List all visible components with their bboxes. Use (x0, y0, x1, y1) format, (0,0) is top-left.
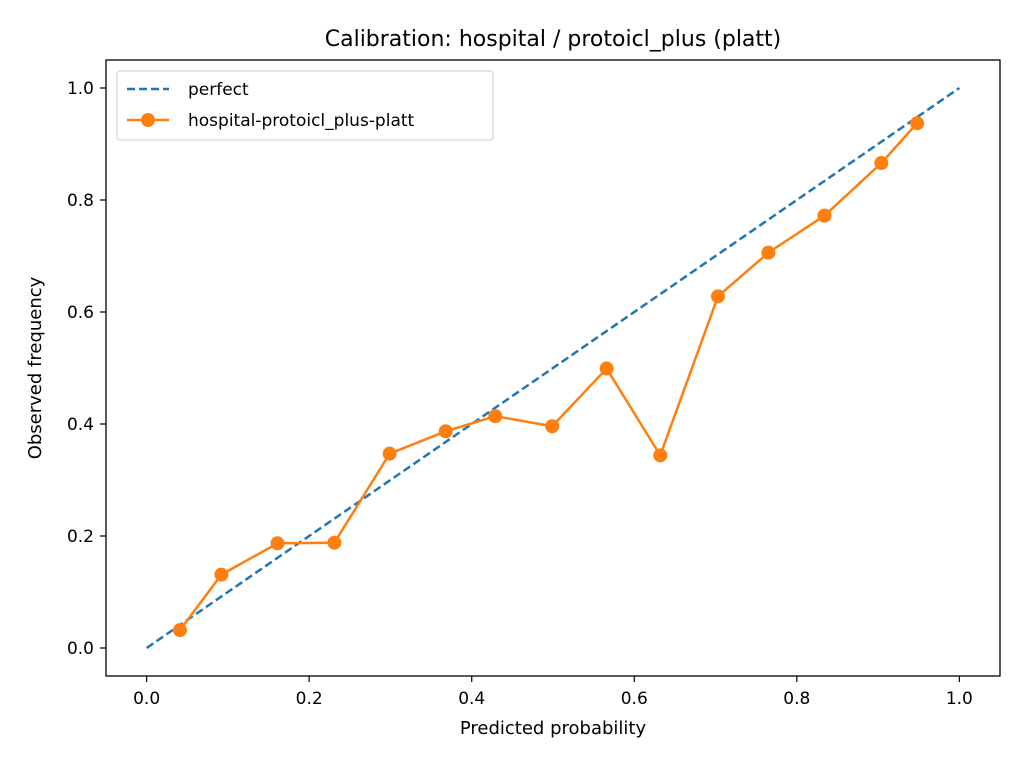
series-point (874, 156, 889, 171)
y-axis-label: Observed frequency (25, 276, 46, 459)
series-point (910, 116, 925, 131)
plot-frame (105, 59, 1001, 677)
legend-perfect-label: perfect (188, 80, 249, 100)
y-tick-label: 0.8 (67, 191, 94, 211)
series-point (270, 536, 285, 551)
y-tick-label: 0.4 (67, 415, 94, 435)
x-tick-label: 0.4 (458, 689, 485, 709)
legend-box (116, 70, 494, 141)
x-axis-label: Predicted probability (460, 718, 647, 739)
y-axis-ticks: 0.0 0.2 0.4 0.6 0.8 1.0 (67, 79, 106, 659)
series-point (545, 419, 560, 434)
x-tick-label: 0.8 (783, 689, 810, 709)
series-point (488, 409, 503, 424)
series-point (382, 446, 397, 461)
x-tick-label: 1.0 (946, 689, 973, 709)
x-tick-label: 0.0 (133, 689, 160, 709)
series-point (438, 424, 453, 439)
x-axis-ticks: 0.0 0.2 0.4 0.6 0.8 1.0 (133, 676, 973, 709)
y-tick-label: 0.2 (67, 527, 94, 547)
series-point (710, 289, 725, 304)
legend-calibration-label: hospital-protoicl_plus-platt (188, 111, 415, 131)
plot-content (145, 86, 961, 650)
y-tick-label: 1.0 (67, 79, 94, 99)
series-point (653, 448, 668, 463)
series-line-0 (145, 86, 961, 650)
series-point (214, 567, 229, 582)
series-point (599, 361, 614, 376)
x-tick-label: 0.2 (296, 689, 323, 709)
series-point (817, 208, 832, 223)
chart-title: Calibration: hospital / protoicl_plus (p… (325, 27, 782, 52)
legend-calibration-marker (141, 113, 155, 127)
y-tick-label: 0.6 (67, 303, 94, 323)
series-point (327, 535, 342, 550)
x-tick-label: 0.6 (621, 689, 648, 709)
series-point (172, 623, 187, 638)
legend: perfect hospital-protoicl_plus-platt (116, 70, 494, 141)
series-line-1 (178, 122, 919, 631)
y-tick-label: 0.0 (67, 639, 94, 659)
series-point (761, 245, 776, 260)
